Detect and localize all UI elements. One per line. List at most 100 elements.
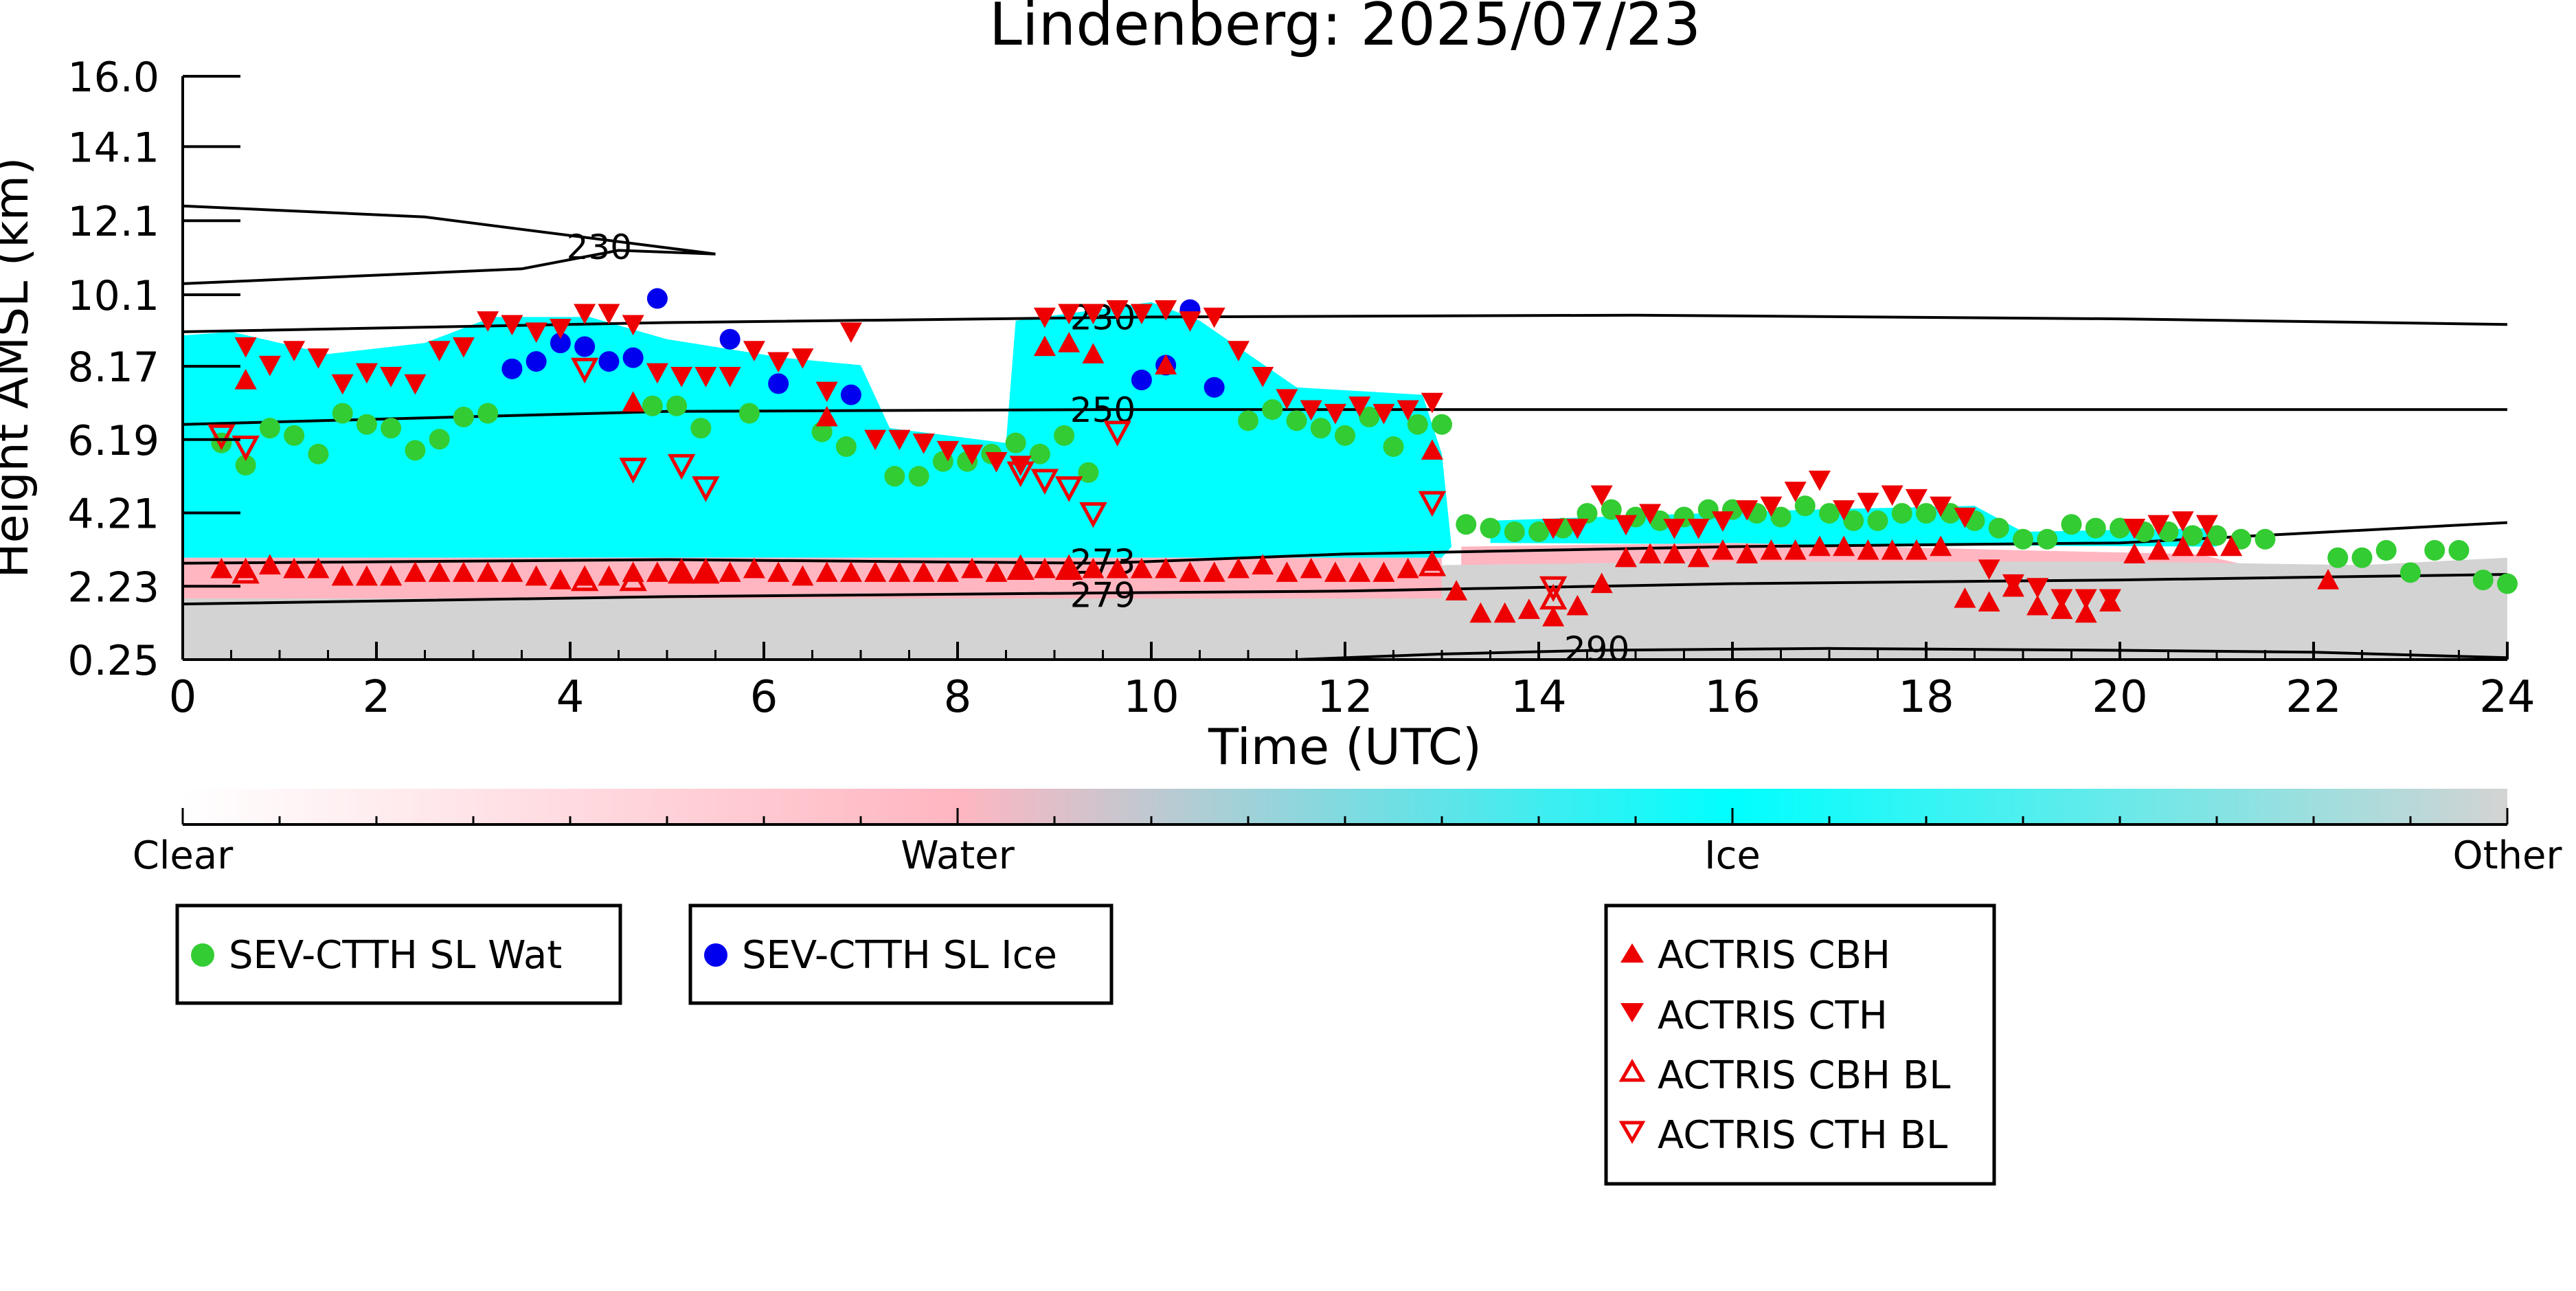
data-point xyxy=(1697,499,1719,520)
data-point xyxy=(864,429,887,451)
y-tick-label: 12.1 xyxy=(67,198,159,246)
x-tick-label: 16 xyxy=(1704,672,1760,723)
data-point xyxy=(1058,304,1081,324)
data-point xyxy=(936,561,959,582)
y-tick-label: 16.0 xyxy=(67,54,159,102)
data-point xyxy=(2448,539,2470,561)
data-point xyxy=(646,363,668,384)
data-point xyxy=(1300,557,1322,579)
data-point xyxy=(1155,354,1177,375)
data-point xyxy=(692,476,720,502)
data-point xyxy=(1009,456,1032,476)
data-point xyxy=(961,557,984,579)
data-point xyxy=(549,569,572,590)
data-point xyxy=(719,367,741,388)
data-point xyxy=(598,351,620,372)
data-point xyxy=(839,322,862,343)
data-point xyxy=(1833,500,1855,521)
data-point xyxy=(1504,521,1525,543)
data-point xyxy=(234,337,257,358)
data-point xyxy=(1005,432,1026,453)
contour-label-279: 279 xyxy=(1070,576,1136,616)
data-point xyxy=(404,561,427,582)
data-point xyxy=(1033,307,1056,328)
data-point xyxy=(1930,535,1952,557)
data-point xyxy=(2147,539,2170,560)
data-point xyxy=(1590,485,1613,506)
data-point xyxy=(1784,539,1807,560)
y-tick-label: 2.23 xyxy=(67,563,159,611)
data-point xyxy=(2037,528,2058,550)
data-point xyxy=(936,440,959,462)
data-point xyxy=(1539,576,1568,603)
data-point xyxy=(1179,311,1201,332)
data-point xyxy=(1784,482,1807,502)
data-point xyxy=(428,561,451,582)
data-point xyxy=(1857,539,1879,560)
data-point xyxy=(1421,439,1443,460)
legend-box xyxy=(688,903,1114,1005)
data-point xyxy=(1372,561,1395,582)
data-point xyxy=(619,458,647,484)
x-tick-label: 12 xyxy=(1317,672,1372,723)
legend-marker-actris-cth-bl xyxy=(1618,1121,1646,1145)
data-point xyxy=(1539,583,1568,610)
data-point xyxy=(453,406,474,427)
data-point xyxy=(1808,470,1831,491)
data-point xyxy=(1204,377,1225,398)
data-point xyxy=(477,311,499,332)
data-point xyxy=(619,565,647,592)
data-point xyxy=(738,403,760,424)
data-point xyxy=(1348,561,1371,582)
y-tick-label: 8.17 xyxy=(67,344,159,392)
data-point xyxy=(1033,335,1056,357)
data-point xyxy=(1227,557,1250,579)
data-point xyxy=(642,395,663,416)
data-point xyxy=(1418,550,1447,576)
data-point xyxy=(2497,573,2518,594)
data-point xyxy=(1480,517,1501,539)
data-point xyxy=(1397,400,1419,421)
data-point xyxy=(1687,546,1710,568)
data-point xyxy=(694,367,717,388)
y-axis-label: Height AMSL (km) xyxy=(0,157,39,579)
region-water xyxy=(183,557,1442,599)
data-point xyxy=(1348,396,1371,417)
data-point xyxy=(1954,507,1976,528)
data-point xyxy=(1493,602,1516,623)
data-point xyxy=(690,418,712,439)
data-point xyxy=(791,348,814,369)
data-point xyxy=(1819,503,1840,524)
data-point xyxy=(1203,561,1225,582)
data-point xyxy=(1881,485,1903,506)
data-point xyxy=(1639,543,1662,563)
data-point xyxy=(2400,562,2421,583)
data-point xyxy=(452,561,475,582)
data-point xyxy=(670,561,693,582)
contour-line-279 xyxy=(183,573,2507,606)
data-point xyxy=(1736,500,1759,521)
data-point xyxy=(1456,514,1477,535)
data-point xyxy=(2206,525,2227,546)
data-point xyxy=(1614,515,1637,536)
data-point xyxy=(1978,559,2000,580)
data-point xyxy=(884,466,905,487)
data-point xyxy=(231,558,260,584)
data-point xyxy=(1082,557,1105,579)
data-point xyxy=(1058,332,1081,352)
data-point xyxy=(2075,602,2097,623)
data-point xyxy=(1009,557,1032,579)
data-point xyxy=(2327,547,2349,568)
data-point xyxy=(667,453,696,480)
data-point xyxy=(429,429,450,450)
colorbar: Clear Water Ice Other xyxy=(133,789,2562,878)
y-tick-label: 4.21 xyxy=(67,491,159,539)
data-point xyxy=(1407,414,1428,435)
data-point xyxy=(570,565,599,592)
data-point xyxy=(231,435,260,462)
data-point xyxy=(1300,400,1322,421)
data-point xyxy=(477,561,499,582)
data-point xyxy=(2123,519,2146,539)
data-point xyxy=(815,381,838,403)
x-tick-label: 20 xyxy=(2092,672,2147,723)
